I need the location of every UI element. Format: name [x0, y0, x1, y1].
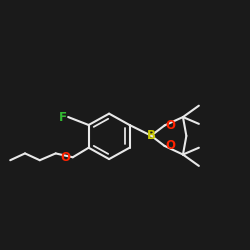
Text: O: O	[166, 140, 176, 152]
Text: O: O	[60, 151, 70, 164]
Text: F: F	[59, 110, 67, 124]
Text: O: O	[166, 119, 176, 132]
Text: B: B	[147, 129, 156, 142]
